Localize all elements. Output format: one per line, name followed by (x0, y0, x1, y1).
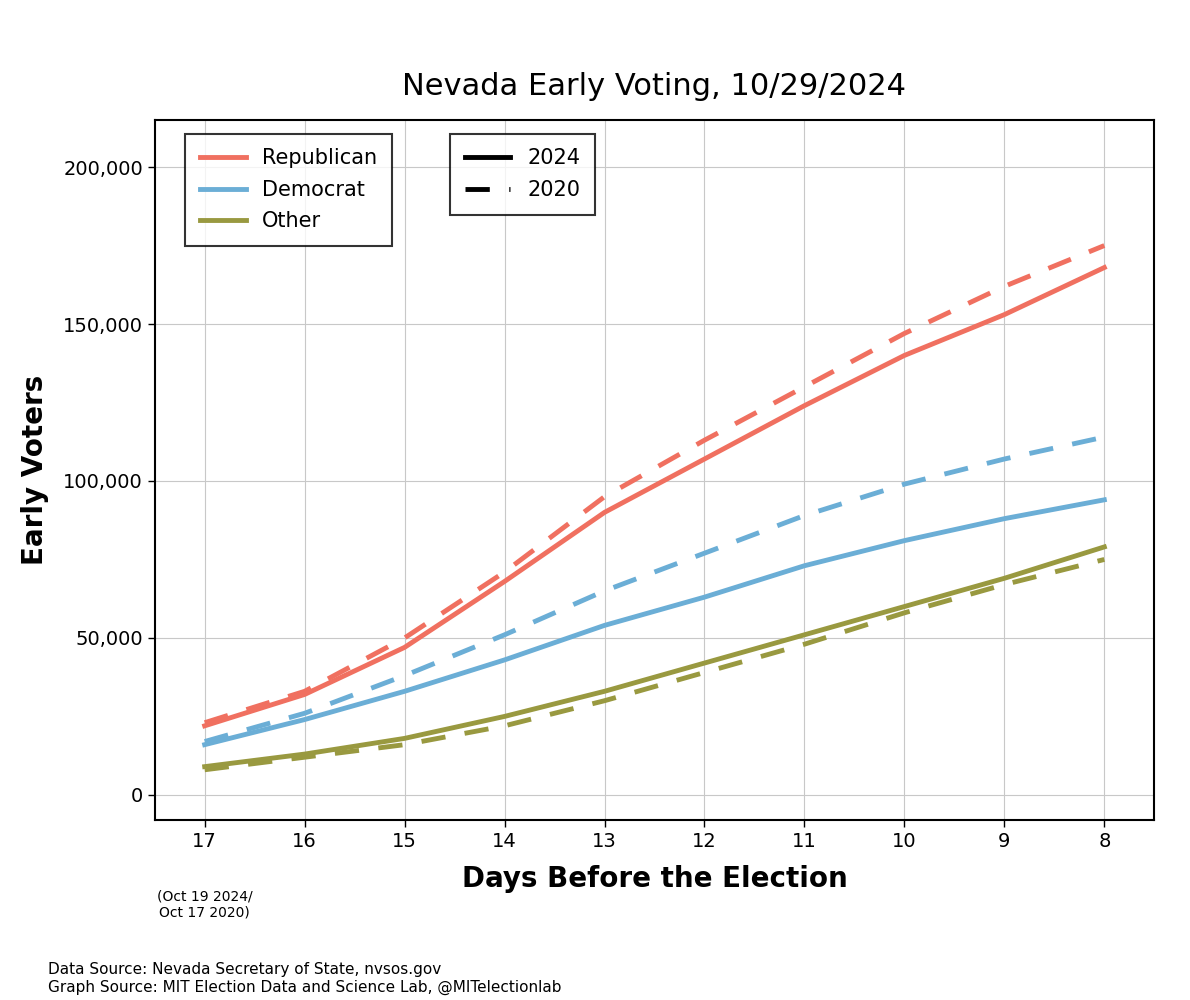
Legend: 2024, 2020: 2024, 2020 (450, 134, 595, 215)
Text: (Oct 19 2024/
Oct 17 2020): (Oct 19 2024/ Oct 17 2020) (157, 889, 252, 920)
Title: Nevada Early Voting, 10/29/2024: Nevada Early Voting, 10/29/2024 (402, 72, 907, 101)
X-axis label: Days Before the Election: Days Before the Election (462, 865, 847, 893)
Y-axis label: Early Voters: Early Voters (21, 375, 49, 565)
Text: Data Source: Nevada Secretary of State, nvsos.gov
Graph Source: MIT Election Dat: Data Source: Nevada Secretary of State, … (48, 962, 562, 995)
